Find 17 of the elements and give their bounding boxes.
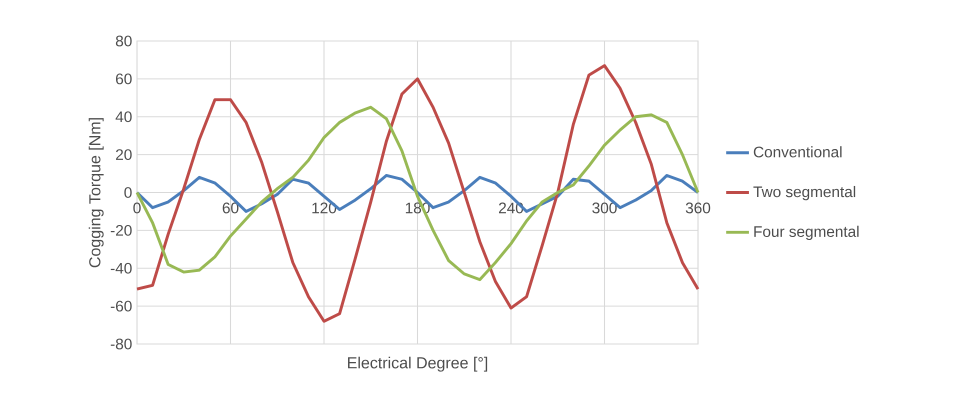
y-tick-label: 60 [116,73,132,84]
y-tick-label: 80 [116,36,132,46]
y-tick-label: -80 [110,338,132,350]
y-tick-label: -20 [110,224,132,236]
y-tick-label: 40 [116,111,132,122]
x-axis-title: Electrical Degree [°] [348,356,488,372]
y-axis-title: Cogging Torque [Nm] [88,118,104,268]
legend-label: Four segmental [754,226,859,240]
y-tick-label: 20 [116,149,132,160]
legend-label: Two segmental [753,186,856,200]
legend-label: Conventional [754,146,842,158]
y-tick-label: -40 [110,262,132,274]
x-tick-label: 360 [686,202,710,214]
y-tick-label: -60 [110,300,132,312]
y-tick-label: 0 [124,187,132,198]
x-tick-label: 0 [133,202,141,214]
x-tick-label: 60 [222,202,238,214]
